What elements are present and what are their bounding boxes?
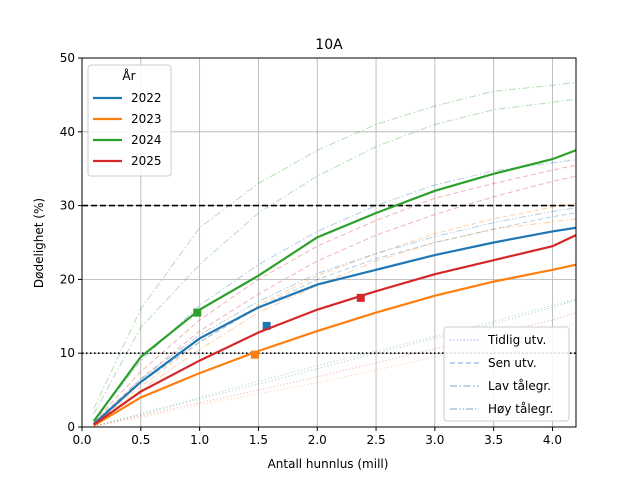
series-marker-2025 bbox=[356, 293, 365, 302]
scenario-line-2025-dashed bbox=[93, 164, 577, 423]
legend-label-dashdot: Lav tålegr. bbox=[488, 379, 551, 393]
x-tick-label: 1.0 bbox=[190, 433, 209, 447]
y-tick-label: 30 bbox=[60, 199, 75, 213]
y-axis-label: Dødelighet (%) bbox=[32, 198, 46, 288]
x-tick-label: 2.5 bbox=[367, 433, 386, 447]
scenario-lines bbox=[93, 81, 577, 427]
scenario-line-2024-dashdot bbox=[93, 81, 577, 409]
legend-label-dashdotdot: Høy tålegr. bbox=[488, 402, 553, 416]
series-marker-2024 bbox=[193, 308, 202, 317]
series-line-2022 bbox=[93, 226, 577, 425]
legend-label-dotted: Tidlig utv. bbox=[487, 333, 546, 347]
x-tick-label: 4.0 bbox=[543, 433, 562, 447]
y-tick-label: 50 bbox=[60, 51, 75, 65]
y-tick-label: 40 bbox=[60, 125, 75, 139]
axis-ticks: 0.0 0.5 1.0 1.5 2.0 2.5 3.0 3.5 4.0 0 10 20 30 40 50 bbox=[60, 51, 562, 447]
y-tick-label: 10 bbox=[60, 346, 75, 360]
legend-label-2024: 2024 bbox=[131, 133, 162, 147]
series-marker-2023 bbox=[250, 350, 259, 359]
scenario-line-2024-dotted bbox=[93, 298, 577, 427]
legend-years-title: År bbox=[122, 68, 135, 83]
scenario-line-2025-dotted bbox=[93, 312, 577, 427]
x-tick-label: 0.0 bbox=[72, 433, 91, 447]
scenario-line-2022-dashed bbox=[93, 212, 577, 424]
y-tick-label: 0 bbox=[67, 420, 75, 434]
x-tick-label: 2.0 bbox=[308, 433, 327, 447]
legend-label-2022: 2022 bbox=[131, 91, 162, 105]
x-tick-label: 0.5 bbox=[131, 433, 150, 447]
legend-label-dashed: Sen utv. bbox=[488, 356, 537, 370]
scenario-line-2024-dashdot bbox=[93, 98, 577, 414]
series-line-2025 bbox=[93, 234, 577, 426]
series-marker-2022 bbox=[262, 321, 271, 330]
scenario-line-2023-dashdot bbox=[93, 218, 577, 425]
legend-years: År 2022 2023 2024 2025 bbox=[87, 64, 172, 177]
legend-label-2025: 2025 bbox=[131, 154, 162, 168]
chart-title: 10A bbox=[315, 37, 343, 53]
x-tick-label: 3.5 bbox=[484, 433, 503, 447]
x-tick-label: 1.5 bbox=[249, 433, 268, 447]
scenario-line-2022-dotted bbox=[93, 299, 577, 427]
reference-lines bbox=[82, 204, 576, 355]
series-line-2023 bbox=[93, 263, 577, 427]
x-tick-label: 3.0 bbox=[425, 433, 444, 447]
y-tick-label: 20 bbox=[60, 272, 75, 286]
year-series bbox=[92, 149, 577, 427]
legend-scenarios: Tidlig utv. Sen utv. Lav tålegr. Høy tålegr… bbox=[443, 326, 570, 422]
scenario-line-2023-dashed bbox=[93, 202, 577, 425]
series-line-2024 bbox=[92, 149, 577, 422]
scenario-line-2022-dashdot bbox=[93, 159, 577, 421]
x-axis-label: Antall hunnlus (mill) bbox=[268, 457, 389, 471]
plot-frame bbox=[81, 57, 577, 428]
legend-label-2023: 2023 bbox=[131, 112, 162, 126]
scenario-line-2022-dashdotdot bbox=[93, 207, 577, 423]
